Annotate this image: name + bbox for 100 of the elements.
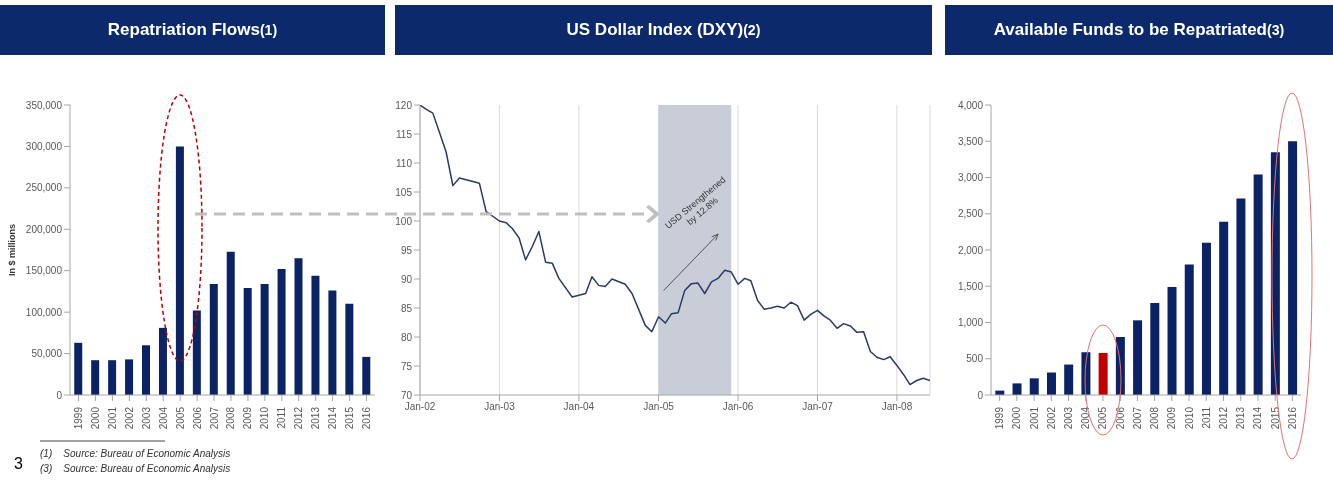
y-tick-label: 85 bbox=[400, 302, 413, 314]
bar bbox=[1150, 302, 1160, 395]
text: 3 bbox=[14, 455, 23, 473]
bar bbox=[142, 345, 151, 395]
x-tick-label: 2004 bbox=[157, 406, 169, 430]
y-tick-label: 1,500 bbox=[957, 280, 984, 292]
x-tick-label: 2005 bbox=[1097, 406, 1109, 430]
bar bbox=[108, 360, 117, 395]
x-tick-label: 2000 bbox=[89, 406, 101, 430]
x-tick-label: 2010 bbox=[259, 406, 271, 430]
y-tick-label: 95 bbox=[400, 244, 413, 256]
bar bbox=[1219, 221, 1229, 395]
x-tick-label: Jan-02 bbox=[404, 401, 436, 413]
bar bbox=[243, 288, 252, 395]
bar bbox=[260, 283, 269, 395]
y-tick-label: 80 bbox=[400, 331, 413, 343]
x-tick-label: 2011 bbox=[1200, 406, 1212, 429]
bar bbox=[1029, 378, 1039, 395]
x-tick-label: Jan-07 bbox=[802, 401, 834, 413]
bar bbox=[1064, 364, 1074, 395]
x-tick-label: Jan-05 bbox=[643, 401, 675, 413]
y-tick-label: 100,000 bbox=[25, 306, 63, 318]
y-tick-label: 200,000 bbox=[25, 223, 63, 235]
y-tick-label: 0 bbox=[56, 389, 63, 401]
bar bbox=[158, 327, 167, 395]
y-tick-label: 500 bbox=[966, 353, 984, 365]
x-tick-label: 2006 bbox=[191, 406, 203, 430]
x-tick-label: 2007 bbox=[208, 406, 220, 430]
x-tick-label: 2003 bbox=[1063, 406, 1074, 430]
y-tick-label: 2,500 bbox=[957, 208, 984, 220]
x-tick-label: 2013 bbox=[1235, 406, 1247, 430]
y-tick-label: 2,000 bbox=[957, 244, 984, 256]
x-tick-label: 2016 bbox=[1286, 406, 1298, 430]
x-tick-label: 2001 bbox=[106, 406, 118, 430]
x-tick-label: 2005 bbox=[174, 406, 186, 430]
y-tick-label: 110 bbox=[396, 157, 413, 169]
x-tick-label: 2014 bbox=[1252, 406, 1264, 430]
bar bbox=[91, 360, 100, 395]
bar bbox=[192, 310, 201, 395]
bar bbox=[1046, 372, 1056, 395]
y-tick-label: 70 bbox=[400, 389, 413, 401]
y-tick-label: 75 bbox=[400, 360, 413, 372]
y-tick-label: 120 bbox=[395, 99, 413, 111]
y-tick-label: 115 bbox=[396, 128, 413, 140]
line-series bbox=[420, 105, 930, 386]
x-tick-label: 2001 bbox=[1028, 406, 1040, 430]
bar bbox=[345, 303, 354, 395]
x-tick-label: 2009 bbox=[1166, 406, 1178, 430]
x-tick-label: 2015 bbox=[344, 406, 356, 430]
x-tick-label: 2002 bbox=[123, 406, 135, 430]
y-tick-label: 3,000 bbox=[957, 172, 984, 184]
x-tick-label: 2015 bbox=[1269, 406, 1281, 430]
y-tick-label: 105 bbox=[395, 186, 413, 198]
y-tick-label: 300,000 bbox=[25, 140, 63, 152]
bar bbox=[209, 283, 218, 395]
bar bbox=[328, 290, 337, 395]
x-tick-label: 2009 bbox=[242, 406, 254, 430]
y-tick-label: 350,000 bbox=[25, 99, 63, 111]
bar bbox=[175, 146, 184, 395]
bar bbox=[226, 251, 235, 395]
x-tick-label: 2000 bbox=[1011, 406, 1023, 430]
x-tick-label: 2012 bbox=[1218, 406, 1229, 430]
x-tick-label: 2014 bbox=[327, 406, 339, 430]
y-tick-label: 4,000 bbox=[957, 99, 984, 111]
bar bbox=[294, 258, 303, 395]
y-tick-label: 3,500 bbox=[957, 135, 984, 147]
bar bbox=[277, 269, 286, 395]
text: (1) Source: Bureau of Economic Analysis bbox=[40, 447, 231, 461]
x-tick-label: 2004 bbox=[1080, 406, 1092, 430]
bar bbox=[311, 275, 320, 395]
bar bbox=[1012, 383, 1022, 395]
x-tick-label: Jan-04 bbox=[563, 401, 595, 413]
y-tick-label: 250,000 bbox=[25, 182, 63, 194]
x-tick-label: 1999 bbox=[994, 406, 1006, 430]
bar bbox=[1253, 174, 1263, 395]
x-tick-label: 2008 bbox=[1149, 406, 1161, 430]
x-tick-label: 2003 bbox=[140, 406, 152, 430]
x-tick-label: 2016 bbox=[361, 406, 373, 430]
x-tick-label: Jan-06 bbox=[722, 401, 754, 413]
x-tick-label: 2006 bbox=[1114, 406, 1126, 430]
x-tick-label: 2013 bbox=[310, 406, 322, 430]
bar bbox=[1201, 242, 1211, 395]
x-tick-label: 2002 bbox=[1045, 406, 1057, 430]
y-tick-label: 150,000 bbox=[25, 265, 63, 277]
bar bbox=[1098, 352, 1108, 395]
y-axis-title: In $ millions bbox=[7, 223, 18, 277]
bar bbox=[1236, 198, 1246, 395]
bar bbox=[1184, 264, 1194, 395]
x-tick-label: 2011 bbox=[276, 406, 288, 429]
bar bbox=[362, 356, 371, 395]
y-tick-label: 1,000 bbox=[957, 317, 984, 329]
bar bbox=[1167, 286, 1177, 395]
x-tick-label: Jan-03 bbox=[484, 401, 516, 413]
y-tick-label: 90 bbox=[400, 273, 413, 285]
x-tick-label: Jan-08 bbox=[881, 401, 913, 413]
x-tick-label: 2007 bbox=[1131, 406, 1143, 430]
x-tick-label: 2012 bbox=[293, 406, 305, 430]
x-tick-label: 2008 bbox=[225, 406, 237, 430]
bar bbox=[125, 359, 134, 395]
bar bbox=[1133, 320, 1143, 395]
